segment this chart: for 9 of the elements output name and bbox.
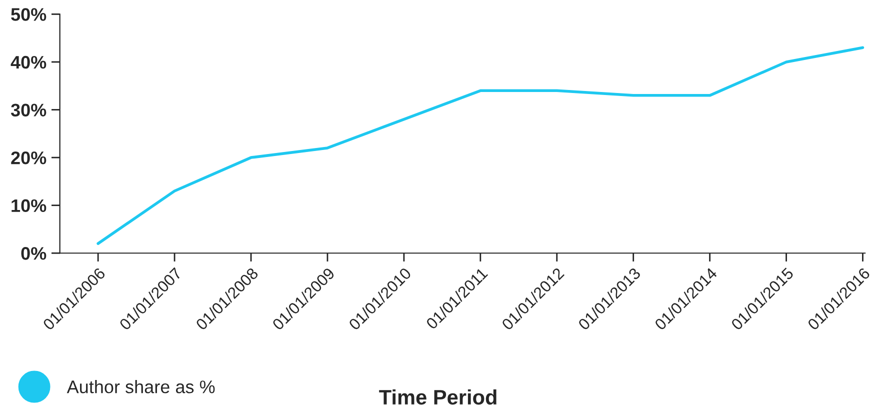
line-series: [96, 46, 864, 245]
y-tick-label: 0%: [21, 247, 46, 260]
x-axis-title: Time Period: [379, 389, 496, 405]
y-tick-label: 50%: [11, 8, 46, 21]
y-tick-label: 20%: [11, 151, 46, 164]
legend-label: Author share as %: [66, 380, 215, 394]
y-tick-label: 40%: [10, 56, 46, 69]
y-tick-label: 10%: [12, 199, 46, 212]
y-tick-label: 30%: [10, 104, 46, 116]
